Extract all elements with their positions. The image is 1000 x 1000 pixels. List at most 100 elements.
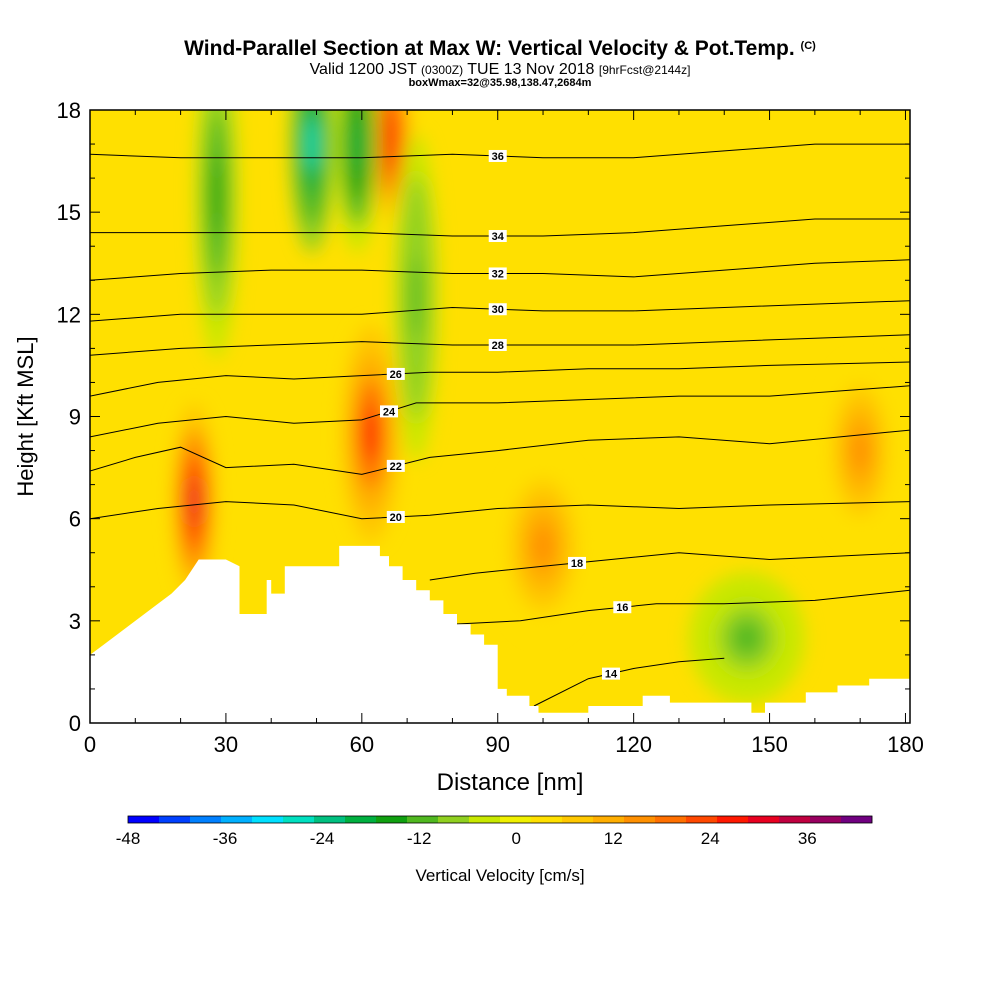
y-tick-label: 12 <box>57 302 81 327</box>
colorbar-swatch <box>593 816 625 823</box>
contour-label-bg-30 <box>488 303 507 316</box>
contour-label-30: 30 <box>492 304 504 316</box>
colorbar-tick-label: -12 <box>407 829 432 848</box>
axis-ticks <box>89 109 910 724</box>
colorbar-swatch <box>500 816 532 823</box>
colorbar-swatch <box>531 816 563 823</box>
colorbar-label: Vertical Velocity [cm/s] <box>415 866 584 885</box>
valid-date: TUE 13 Nov 2018 <box>467 61 595 78</box>
colorbar-tick-label: -36 <box>213 829 238 848</box>
x-tick-label: 90 <box>485 732 509 757</box>
velocity-cell-5-level-3 <box>306 116 318 172</box>
colorbar-tick-label: 24 <box>701 829 720 848</box>
y-tick-label: 3 <box>69 609 81 634</box>
contour-label-bg-26 <box>386 367 405 380</box>
contour-label-bg-18 <box>568 556 587 569</box>
velocity-cell-2-level-3 <box>363 406 379 461</box>
velocity-features <box>172 110 897 704</box>
velocity-blobs <box>172 110 897 704</box>
theta-contours: 14 16 18 20 22 24 26 28 30 32 34 36 <box>90 143 910 707</box>
y-tick-label: 9 <box>69 405 81 430</box>
theta-contour-16 <box>452 589 910 625</box>
colorbar-swatch <box>159 816 191 823</box>
colorbar-frame <box>127 815 873 824</box>
contour-label-bg-20 <box>386 510 405 523</box>
x-tick-label: 120 <box>615 732 652 757</box>
velocity-cell-8-level-3 <box>410 256 422 339</box>
colorbar-swatch <box>655 816 687 823</box>
chart-subtitle: Valid 1200 JST (0300Z) TUE 13 Nov 2018 [… <box>0 61 1000 79</box>
theta-contour-18 <box>429 552 910 581</box>
copyright-mark: (C) <box>800 40 816 52</box>
colorbar-tick-label: 12 <box>604 829 623 848</box>
colorbar-swatch <box>624 816 656 823</box>
colorbar-swatch <box>128 816 160 823</box>
forecast-info: [9hrFcst@2144z] <box>598 63 691 77</box>
contour-label-14: 14 <box>605 669 618 681</box>
velocity-cell-4-level-3 <box>851 428 870 473</box>
utc-time: (0300Z) <box>421 63 464 77</box>
colorbar: -48 -36 -24 -12 0 12 24 36 Vertical Velocity [cm… <box>116 815 873 885</box>
contour-label-34: 34 <box>492 231 505 243</box>
y-tick-label: 15 <box>57 200 81 225</box>
colorbar-swatch <box>810 816 842 823</box>
contour-label-22: 22 <box>390 461 402 473</box>
colorbar-swatch <box>748 816 780 823</box>
x-tick-label: 0 <box>84 732 96 757</box>
x-tick-label: 30 <box>214 732 238 757</box>
chart-title: Wind-Parallel Section at Max W: Vertical… <box>0 37 1000 61</box>
colorbar-swatch <box>283 816 315 823</box>
theta-contour-20 <box>90 501 910 520</box>
colorbar-swatch <box>221 816 253 823</box>
contour-label-16: 16 <box>616 602 628 614</box>
colorbar-swatch <box>314 816 346 823</box>
contour-label-18: 18 <box>571 558 583 570</box>
colorbar-tick-label: 36 <box>798 829 817 848</box>
colorbar-tick-label: -24 <box>310 829 335 848</box>
x-tick-label: 60 <box>350 732 374 757</box>
velocity-cell-6-level-3 <box>351 116 363 172</box>
colorbar-swatch <box>407 816 439 823</box>
colorbar-swatch <box>841 816 873 823</box>
contour-label-bg-24 <box>380 405 399 418</box>
colorbar-swatch <box>345 816 377 823</box>
x-axis-label: Distance [nm] <box>437 769 584 796</box>
colorbar-swatch <box>469 816 501 823</box>
velocity-cell-3-level-3 <box>532 524 554 568</box>
contour-label-20: 20 <box>390 512 402 524</box>
terrain-mask <box>90 545 910 723</box>
colorbar-tick-label: -48 <box>116 829 141 848</box>
theta-contour-14 <box>533 657 725 707</box>
valid-time: Valid 1200 JST <box>309 61 417 78</box>
colorbar-swatch <box>686 816 718 823</box>
x-tick-label: 180 <box>887 732 924 757</box>
contour-label-32: 32 <box>492 268 504 280</box>
velocity-cell-0-level-3 <box>188 477 200 527</box>
contour-label-bg-36 <box>488 149 507 162</box>
contour-label-bg-14 <box>601 667 620 680</box>
y-tick-label: 6 <box>69 507 81 532</box>
y-axis-label: Height [Kft MSL] <box>13 336 38 496</box>
colorbar-swatch <box>252 816 284 823</box>
contour-label-bg-34 <box>488 230 507 243</box>
contour-label-bg-22 <box>386 459 405 472</box>
contour-label-bg-32 <box>488 267 507 280</box>
colorbar-swatch <box>438 816 470 823</box>
colorbar-swatch <box>562 816 594 823</box>
y-tick-label: 18 <box>57 98 81 123</box>
colorbar-swatch <box>376 816 408 823</box>
chart-title-text: Wind-Parallel Section at Max W: Vertical… <box>184 37 795 60</box>
velocity-cell-7-level-3 <box>211 154 223 237</box>
colorbar-tick-label: 0 <box>511 829 520 848</box>
theta-contour-24 <box>90 385 910 438</box>
contour-label-bg-16 <box>613 601 632 614</box>
y-tick-label: 0 <box>69 711 81 736</box>
velocity-cell-9-level-3 <box>732 621 762 655</box>
velocity-cell-1-level-3 <box>383 116 395 158</box>
theta-contour-26 <box>90 361 910 397</box>
contour-label-24: 24 <box>383 406 396 418</box>
box-wmax-info: boxWmax=32@35.98,138.47,2684m <box>408 77 592 89</box>
x-tick-label: 150 <box>751 732 788 757</box>
contour-label-bg-28 <box>488 338 507 351</box>
